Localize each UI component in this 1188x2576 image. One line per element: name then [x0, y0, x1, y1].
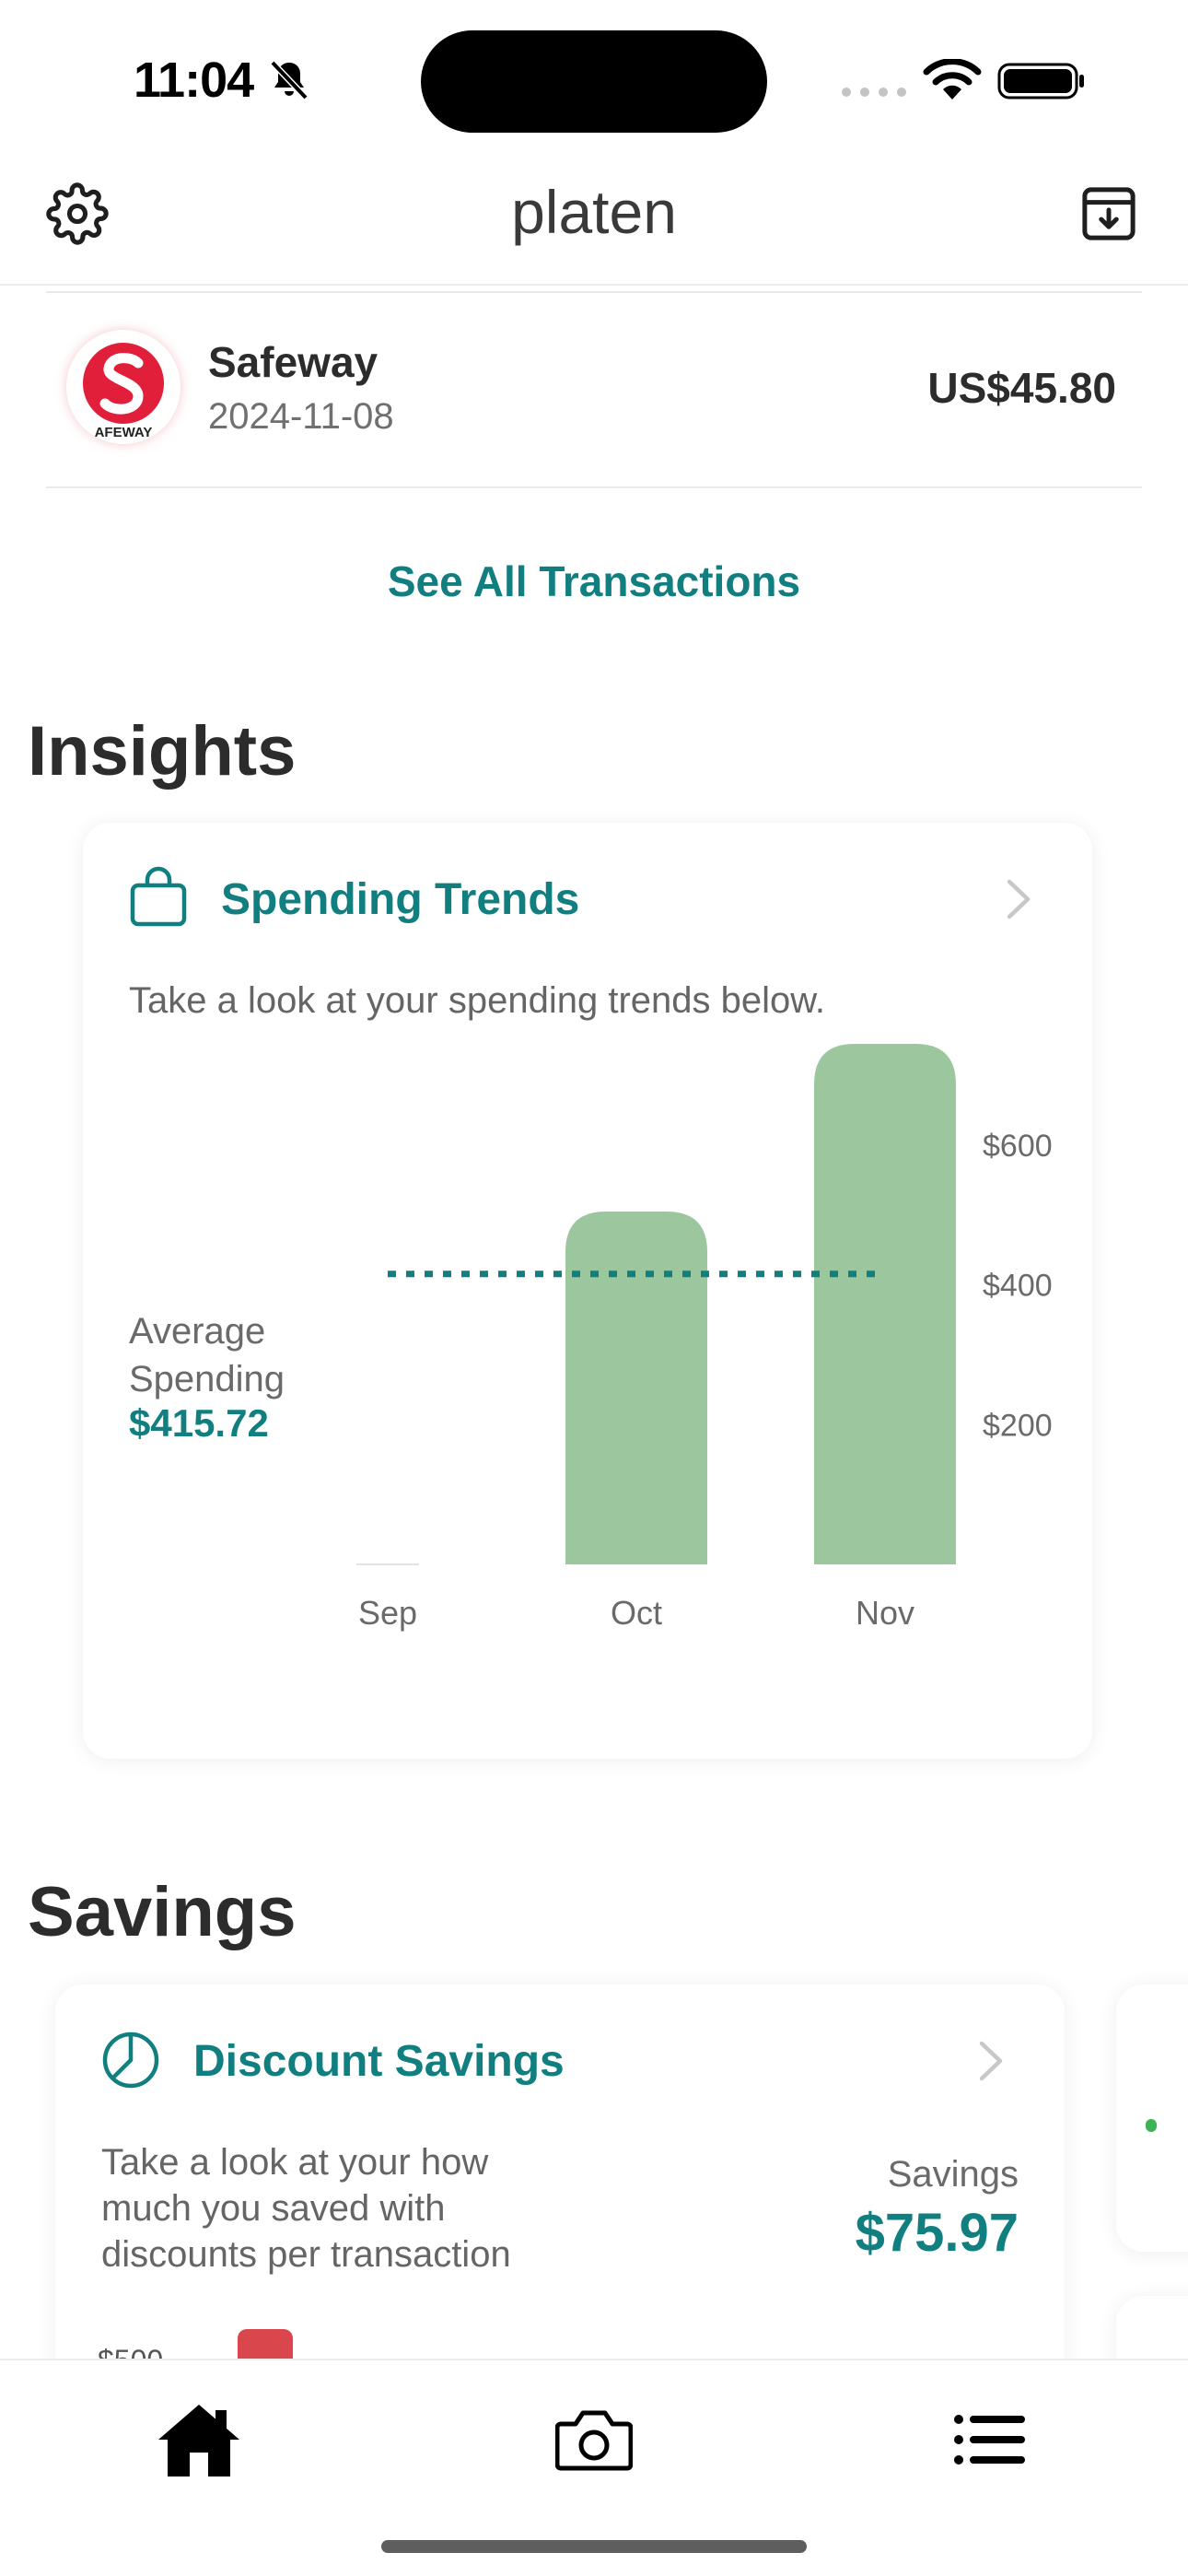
spending-trends-description: Take a look at your spending trends belo…	[129, 980, 826, 1021]
y-tick-label: $600	[983, 1129, 1053, 1164]
tab-list[interactable]	[939, 2394, 1041, 2486]
tab-bar	[0, 2359, 1188, 2576]
savings-value: $75.97	[855, 2203, 1019, 2263]
chart-bar-oct	[565, 1212, 707, 1564]
safeway-logo-icon: AFEWAY	[83, 343, 164, 440]
merchant-logo: AFEWAY	[66, 330, 181, 444]
y-tick-label: $200	[983, 1408, 1053, 1443]
settings-button[interactable]	[42, 179, 112, 249]
app-title: platen	[511, 178, 677, 246]
see-all-transactions-link[interactable]: See All Transactions	[387, 557, 801, 605]
gear-icon	[46, 182, 109, 245]
archive-download-icon	[1082, 187, 1136, 240]
archive-download-button[interactable]	[1074, 179, 1144, 249]
spending-trends-card[interactable]: Spending Trends Take a look at your spen…	[83, 823, 1092, 1759]
divider	[46, 486, 1142, 488]
merchant-name: Safeway	[208, 338, 379, 386]
chevron-right-icon	[1007, 879, 1031, 919]
pie-chart-icon	[102, 2032, 159, 2089]
discount-savings-title: Discount Savings	[193, 2037, 565, 2086]
transaction-date: 2024-11-08	[208, 396, 394, 437]
savings-label: Savings	[887, 2154, 1019, 2195]
x-tick-label: Sep	[358, 1594, 417, 1632]
camera-icon	[555, 2410, 633, 2471]
transaction-row[interactable]: AFEWAY Safeway 2024-11-08 US$45.80	[46, 293, 1142, 486]
insights-section-title: Insights	[28, 712, 297, 790]
x-tick-label: Nov	[856, 1594, 914, 1632]
list-icon	[954, 2415, 1025, 2465]
merchant-logo-text: AFEWAY	[95, 425, 153, 440]
discount-savings-description: Take a look at your how much you saved w…	[101, 2142, 511, 2275]
y-tick-label: $400	[983, 1269, 1053, 1304]
peek-indicator	[1146, 2119, 1157, 2132]
next-savings-card-peek[interactable]	[1116, 1985, 1188, 2252]
average-spending-label: Average Spending	[129, 1311, 285, 1399]
home-indicator	[381, 2540, 807, 2553]
divider	[46, 291, 1142, 293]
wifi-icon	[923, 59, 982, 100]
savings-section-title: Savings	[28, 1873, 297, 1951]
spending-trends-chart: Sep Oct Nov $200 $400 $600	[356, 1044, 1053, 1632]
bell-slash-icon	[270, 60, 309, 100]
x-tick-label: Oct	[611, 1594, 662, 1632]
battery-icon	[997, 63, 1084, 100]
average-spending-value: $415.72	[129, 1401, 269, 1445]
shopping-bag-icon	[130, 866, 187, 927]
dynamic-island	[421, 30, 767, 133]
chart-bar-nov	[814, 1044, 956, 1564]
home-icon	[158, 2405, 239, 2476]
tab-home[interactable]	[148, 2394, 250, 2486]
transaction-amount: US$45.80	[927, 364, 1116, 412]
chevron-right-icon	[979, 2041, 1003, 2081]
status-bar: 11:04	[0, 0, 1188, 157]
spending-trends-title: Spending Trends	[221, 875, 580, 924]
tab-camera[interactable]	[543, 2394, 645, 2486]
status-time: 11:04	[134, 53, 254, 108]
cellular-signal-icon	[842, 88, 906, 97]
app-header: platen	[0, 157, 1188, 286]
